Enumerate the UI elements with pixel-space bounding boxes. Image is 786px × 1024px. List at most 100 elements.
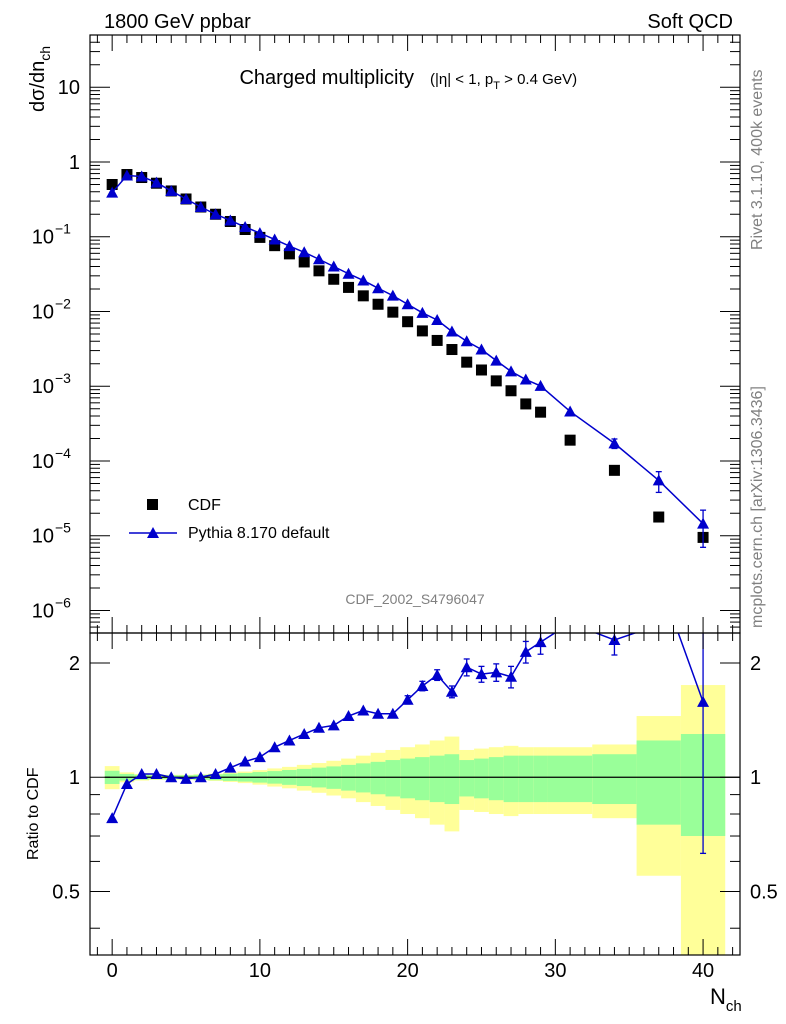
ratio-point — [416, 679, 429, 691]
pythia-point — [194, 201, 207, 213]
ratio-point — [298, 728, 311, 740]
ratio-y-tick-label-right: 2 — [750, 653, 761, 675]
cdf-point — [328, 273, 340, 285]
main-y-tick-exponent: −2 — [55, 295, 71, 311]
x-tick-label: 10 — [249, 960, 271, 982]
header-left: 1800 GeV ppbar — [104, 11, 251, 33]
uncertainty-band-inner — [503, 755, 519, 803]
pythia-point — [224, 214, 237, 226]
ratio-point — [490, 666, 503, 678]
cdf-point — [387, 306, 399, 318]
ratio-point — [106, 812, 119, 824]
ratio-y-axis-label: Ratio to CDF — [25, 767, 42, 860]
ratio-point — [668, 614, 680, 625]
ratio-point — [224, 761, 237, 773]
cdf-point — [357, 290, 369, 302]
cdf-point — [298, 256, 310, 268]
main-x-ticks — [96, 35, 734, 633]
main-y-tick-exponent: −5 — [55, 520, 71, 536]
cdf-point — [431, 334, 443, 346]
main-y-tick-label: 10 — [32, 301, 54, 323]
plot-title-cuts: (|η| < 1, pT > 0.4 GeV) — [430, 71, 577, 92]
ratio-point — [194, 771, 207, 783]
main-y-tick-exponent: −6 — [55, 594, 71, 610]
uncertainty-band-inner — [415, 757, 430, 801]
main-y-tick-label: 10 — [32, 227, 54, 249]
main-y-tick-exponent: −1 — [55, 221, 71, 237]
pythia-line — [111, 174, 704, 525]
pythia-point — [697, 517, 710, 529]
ratio-point — [283, 734, 296, 746]
ratio-point — [475, 668, 488, 680]
x-tick-label: 30 — [544, 960, 566, 982]
ratio-point — [386, 707, 399, 719]
legend-cdf-marker — [147, 499, 158, 510]
uncertainty-band-inner — [474, 758, 489, 799]
uncertainty-band-inner — [444, 754, 460, 805]
ratio-point — [135, 767, 148, 779]
cdf-point — [343, 281, 355, 293]
pythia-point — [298, 246, 311, 258]
pythia-point — [253, 227, 266, 239]
cdf-point — [416, 325, 428, 337]
main-y-tick-exponent: −4 — [55, 445, 71, 461]
ratio-plot-content — [104, 614, 740, 955]
pythia-point — [106, 186, 119, 198]
pythia-point — [608, 437, 621, 449]
legend: CDF Pythia 8.170 default — [129, 497, 330, 542]
main-frame — [89, 34, 741, 634]
pythia-point — [120, 169, 133, 181]
ratio-point — [445, 685, 458, 697]
ratio-y-tick-label: 0.5 — [52, 881, 80, 903]
ratio-y-ticks: 2 2 1 1 0.5 0.5 — [52, 653, 778, 929]
pythia-point — [180, 192, 193, 204]
ratio-point — [239, 755, 252, 767]
pythia-point — [401, 298, 414, 310]
pythia-point — [342, 267, 355, 279]
uncertainty-band-inner — [459, 760, 475, 797]
ratio-line — [111, 633, 704, 819]
ratio-point — [150, 767, 163, 779]
pythia-point — [135, 170, 148, 182]
cdf-point — [269, 240, 281, 252]
ratio-panel: 2 2 1 1 0.5 0.5 0 10 20 30 40 Ratio to CDF Nch — [25, 614, 778, 1015]
ratio-point — [431, 668, 444, 680]
pythia-point — [519, 373, 532, 385]
pythia-point — [327, 260, 340, 272]
ratio-y-tick-label: 1 — [69, 767, 80, 789]
ratio-y-tick-label-right: 1 — [750, 767, 761, 789]
legend-pythia-marker — [147, 527, 159, 538]
cdf-point — [535, 406, 547, 418]
pythia-point — [505, 365, 518, 377]
cdf-point — [402, 316, 414, 328]
ratio-point — [519, 645, 532, 657]
pythia-point — [150, 176, 163, 188]
pythia-point — [165, 184, 178, 196]
cdf-point — [505, 385, 517, 397]
ratio-point — [534, 636, 547, 648]
uncertainty-band-inner — [592, 754, 637, 805]
uncertainty-band-inner — [547, 755, 593, 803]
ratio-point — [268, 741, 281, 753]
main-y-axis-label: dσ/dnch — [27, 46, 53, 112]
ratio-x-ticks: 0 10 20 30 40 — [96, 633, 734, 982]
cdf-point — [446, 344, 458, 356]
ratio-point — [209, 767, 222, 779]
ratio-point — [180, 772, 193, 784]
uncertainty-band-inner — [400, 758, 415, 799]
pythia-point — [239, 221, 252, 233]
ratio-point — [372, 707, 385, 719]
ratio-point — [120, 777, 133, 789]
ratio-y-tick-label-right: 0.5 — [750, 881, 778, 903]
ratio-point — [357, 704, 370, 716]
uncertainty-band-inner — [488, 757, 504, 801]
analysis-id: CDF_2002_S4796047 — [345, 591, 485, 607]
pythia-point — [445, 325, 458, 337]
pythia-point — [652, 474, 665, 486]
uncertainty-band-inner — [429, 755, 445, 803]
pythia-point — [386, 289, 399, 301]
ratio-frame — [89, 632, 741, 956]
x-axis-label: Nch — [710, 984, 742, 1015]
uncertainty-band-inner — [636, 740, 681, 825]
uncertainty-band-inner — [385, 760, 401, 797]
